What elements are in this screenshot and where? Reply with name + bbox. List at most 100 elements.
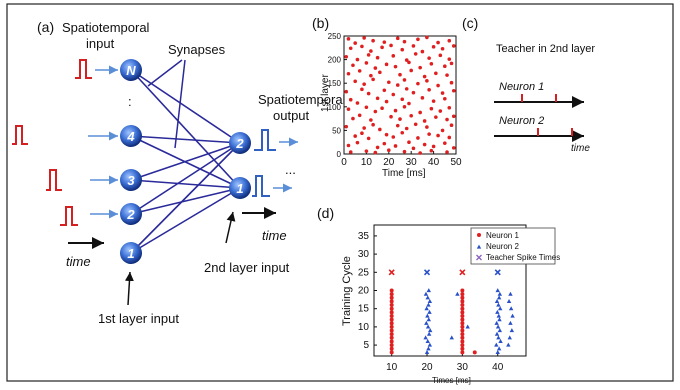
panel-a: (a) Spatiotemporal input Synapses : N 4	[12, 19, 346, 326]
raster-spike-point	[387, 148, 391, 153]
raster-spike-point	[418, 151, 422, 155]
training-xtick-label: 30	[457, 362, 469, 373]
neuron2-spike-point	[425, 313, 430, 318]
raster-spike-point	[382, 88, 387, 93]
neuron1-spike-point	[460, 317, 465, 322]
raster-spike-point	[351, 116, 355, 121]
raster-spike-point	[364, 149, 369, 153]
neuron1-spike-point	[460, 332, 465, 337]
raster-spike-point	[418, 65, 422, 70]
panel-c: (c) Teacher in 2nd layer Neuron 1 Neuron…	[462, 15, 595, 154]
neuron1-spike-point	[389, 313, 394, 318]
training-ytick-label: 10	[358, 322, 370, 333]
neuron1-spike-point	[389, 292, 394, 297]
synapses-pointer	[174, 59, 186, 149]
raster-spike-point	[425, 125, 429, 129]
raster-spike-point	[373, 66, 378, 70]
raster-spike-point	[355, 101, 360, 105]
output-dots: ...	[285, 162, 296, 177]
raster-spike-point	[344, 54, 349, 59]
raster-xtick-label: 20	[383, 157, 395, 168]
neuron2-spike-point	[425, 295, 430, 300]
neuron2-spike-point	[427, 299, 433, 304]
neuron2-spike-point	[426, 331, 432, 336]
synapse-line	[130, 142, 241, 215]
legend-marker-teacher	[476, 254, 482, 261]
neuron-label: 1	[127, 246, 134, 261]
first-layer-input-label: 1st layer input	[98, 311, 179, 326]
raster-spike-point	[402, 105, 407, 109]
raster-spike-point	[391, 92, 396, 97]
raster-spike-point	[369, 118, 373, 122]
training-ytick-label: 35	[358, 231, 370, 242]
raster-ytick-label: 0	[337, 150, 342, 159]
panel-a-letter: (a)	[37, 19, 54, 35]
teacher-neuron2-label: Neuron 2	[499, 115, 544, 127]
input-title-line2: input	[86, 36, 115, 51]
raster-ytick-label: 50	[332, 126, 341, 135]
raster-spike-point	[351, 63, 355, 68]
neuron1-spike-point	[389, 328, 394, 333]
raster-points	[344, 35, 456, 155]
raster-spike-point	[375, 145, 380, 150]
raster-spike-point	[362, 36, 366, 40]
neuron2-spike-point	[423, 291, 429, 296]
teacher-time-label: time	[571, 143, 590, 154]
training-ytick-label: 25	[358, 267, 370, 278]
synapses-pointer	[147, 59, 183, 87]
neuron2-spike-point	[496, 302, 501, 307]
raster-spike-point	[425, 35, 429, 40]
neuron2-spike-point	[455, 291, 460, 296]
raster-spike-point	[436, 133, 440, 138]
raster-xtick-label: 30	[406, 157, 418, 168]
raster-spike-point	[378, 70, 382, 75]
raster-spike-point	[449, 123, 454, 128]
neuron1-spike-point	[389, 288, 394, 293]
raster-spike-point	[366, 136, 371, 141]
input-neuron-1: 1	[120, 242, 142, 264]
raster-spike-point	[434, 71, 438, 76]
neuron2-spike-point	[496, 346, 502, 351]
raster-spike-point	[398, 117, 402, 121]
raster-spike-point	[445, 150, 449, 154]
raster-spike-point	[445, 117, 449, 122]
neuron1-spike-point	[389, 343, 394, 348]
neuron1-spike-point	[389, 321, 394, 326]
raster-xtick-label: 0	[341, 157, 347, 168]
synapse-lines	[130, 69, 241, 254]
raster-spike-point	[404, 58, 409, 62]
raster-spike-point	[402, 78, 407, 82]
raster-spike-point	[400, 47, 405, 52]
raster-spike-point	[353, 79, 358, 84]
raster-spike-point	[413, 52, 418, 56]
raster-spike-point	[348, 97, 353, 102]
raster-spike-point	[344, 89, 349, 94]
raster-spike-point	[431, 144, 436, 149]
teacher-title: Teacher in 2nd layer	[496, 43, 595, 55]
neuron1-spike-point	[389, 310, 394, 315]
input-spike	[12, 125, 28, 145]
raster-spike-point	[393, 144, 398, 148]
raster-spike-point	[357, 113, 362, 118]
raster-spike-point	[451, 44, 456, 48]
raster-spike-point	[449, 61, 454, 66]
input-spike	[46, 169, 62, 191]
raster-spike-point	[391, 135, 396, 139]
raster-spike-point	[389, 114, 393, 119]
raster-spike-point	[418, 110, 422, 115]
raster-spike-point	[429, 106, 434, 111]
neuron1-spike-point	[460, 346, 465, 351]
training-ytick-label: 30	[358, 249, 370, 260]
neuron-label: 2	[235, 136, 244, 151]
neuron1-spike-point	[460, 324, 465, 329]
raster-spike-point	[447, 135, 452, 140]
raster-spike-point	[371, 122, 375, 127]
vertical-dots: :	[128, 94, 132, 109]
neuron-label: 1	[236, 181, 243, 196]
input-neuron-4: 4	[120, 125, 142, 147]
legend-label: Neuron 2	[486, 242, 519, 251]
neuron2-spike-point	[508, 306, 514, 311]
raster-spike-point	[422, 119, 427, 123]
raster-spike-point	[443, 141, 447, 145]
neuron-label: 3	[127, 173, 135, 188]
